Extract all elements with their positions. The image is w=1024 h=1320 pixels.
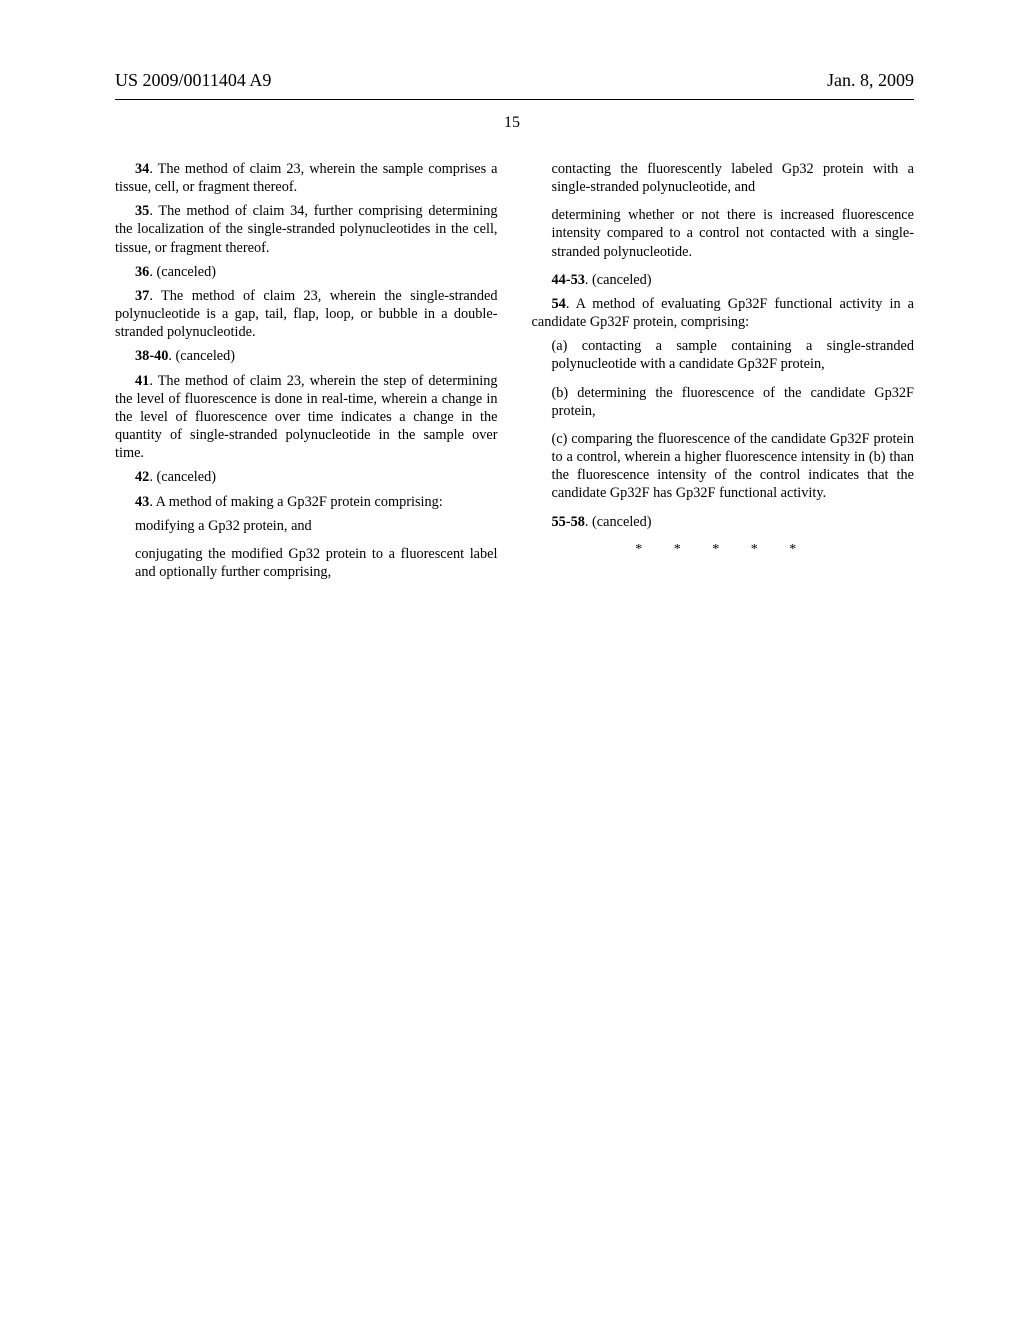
claim-number: 43 bbox=[135, 494, 149, 510]
claim-number: 38-40 bbox=[135, 348, 168, 364]
claim-41: 41. The method of claim 23, wherein the … bbox=[115, 372, 498, 463]
claim-text: . (canceled) bbox=[149, 469, 216, 485]
claim-55-58: 55-58. (canceled) bbox=[532, 513, 915, 531]
claim-36: 36. (canceled) bbox=[115, 263, 498, 281]
claim-42: 42. (canceled) bbox=[115, 468, 498, 486]
claim-34: 34. The method of claim 23, wherein the … bbox=[115, 160, 498, 196]
right-column: contacting the fluorescently labeled Gp3… bbox=[532, 160, 915, 591]
claim-number: 44-53 bbox=[552, 272, 585, 288]
claim-54-step-b: (b) determining the fluorescence of the … bbox=[552, 384, 914, 420]
claim-text: . A method of making a Gp32F protein com… bbox=[149, 494, 442, 510]
claim-number: 36 bbox=[135, 264, 149, 280]
claim-text: . (canceled) bbox=[585, 514, 652, 530]
claim-number: 37 bbox=[135, 288, 149, 304]
claim-38-40: 38-40. (canceled) bbox=[115, 347, 498, 365]
claim-text: . The method of claim 34, further compri… bbox=[115, 203, 498, 255]
claim-text: . A method of evaluating Gp32F functiona… bbox=[532, 296, 915, 330]
claim-43-step-d: determining whether or not there is incr… bbox=[552, 206, 914, 260]
claim-43: 43. A method of making a Gp32F protein c… bbox=[115, 493, 498, 511]
claim-text: . (canceled) bbox=[585, 272, 652, 288]
claim-43-step-b: conjugating the modified Gp32 protein to… bbox=[135, 545, 497, 581]
page-number: 15 bbox=[0, 114, 1024, 132]
claim-44-53: 44-53. (canceled) bbox=[532, 271, 915, 289]
claim-54: 54. A method of evaluating Gp32F functio… bbox=[532, 295, 915, 331]
claim-text: . The method of claim 23, wherein the si… bbox=[115, 288, 498, 340]
publication-date: Jan. 8, 2009 bbox=[827, 70, 914, 91]
claim-text: . The method of claim 23, wherein the sa… bbox=[115, 161, 498, 195]
claim-number: 35 bbox=[135, 203, 149, 219]
claim-37: 37. The method of claim 23, wherein the … bbox=[115, 287, 498, 341]
claim-43-step-c: contacting the fluorescently labeled Gp3… bbox=[552, 160, 914, 196]
publication-number: US 2009/0011404 A9 bbox=[115, 70, 271, 91]
left-column: 34. The method of claim 23, wherein the … bbox=[115, 160, 498, 591]
claim-54-step-c: (c) comparing the fluorescence of the ca… bbox=[552, 430, 914, 503]
claim-number: 34 bbox=[135, 161, 149, 177]
content-columns: 34. The method of claim 23, wherein the … bbox=[0, 160, 1024, 591]
claim-number: 55-58 bbox=[552, 514, 585, 530]
end-of-claims-mark: * * * * * bbox=[532, 541, 915, 559]
header-rule bbox=[115, 99, 914, 100]
claim-text: . (canceled) bbox=[149, 264, 216, 280]
claim-54-step-a: (a) contacting a sample containing a sin… bbox=[552, 337, 914, 373]
page-header: US 2009/0011404 A9 Jan. 8, 2009 bbox=[0, 0, 1024, 99]
claim-35: 35. The method of claim 34, further comp… bbox=[115, 202, 498, 256]
claim-number: 41 bbox=[135, 373, 149, 389]
claim-text: . (canceled) bbox=[168, 348, 235, 364]
claim-43-step-a: modifying a Gp32 protein, and bbox=[135, 517, 497, 535]
claim-text: . The method of claim 23, wherein the st… bbox=[115, 373, 498, 462]
claim-number: 54 bbox=[552, 296, 566, 312]
claim-number: 42 bbox=[135, 469, 149, 485]
